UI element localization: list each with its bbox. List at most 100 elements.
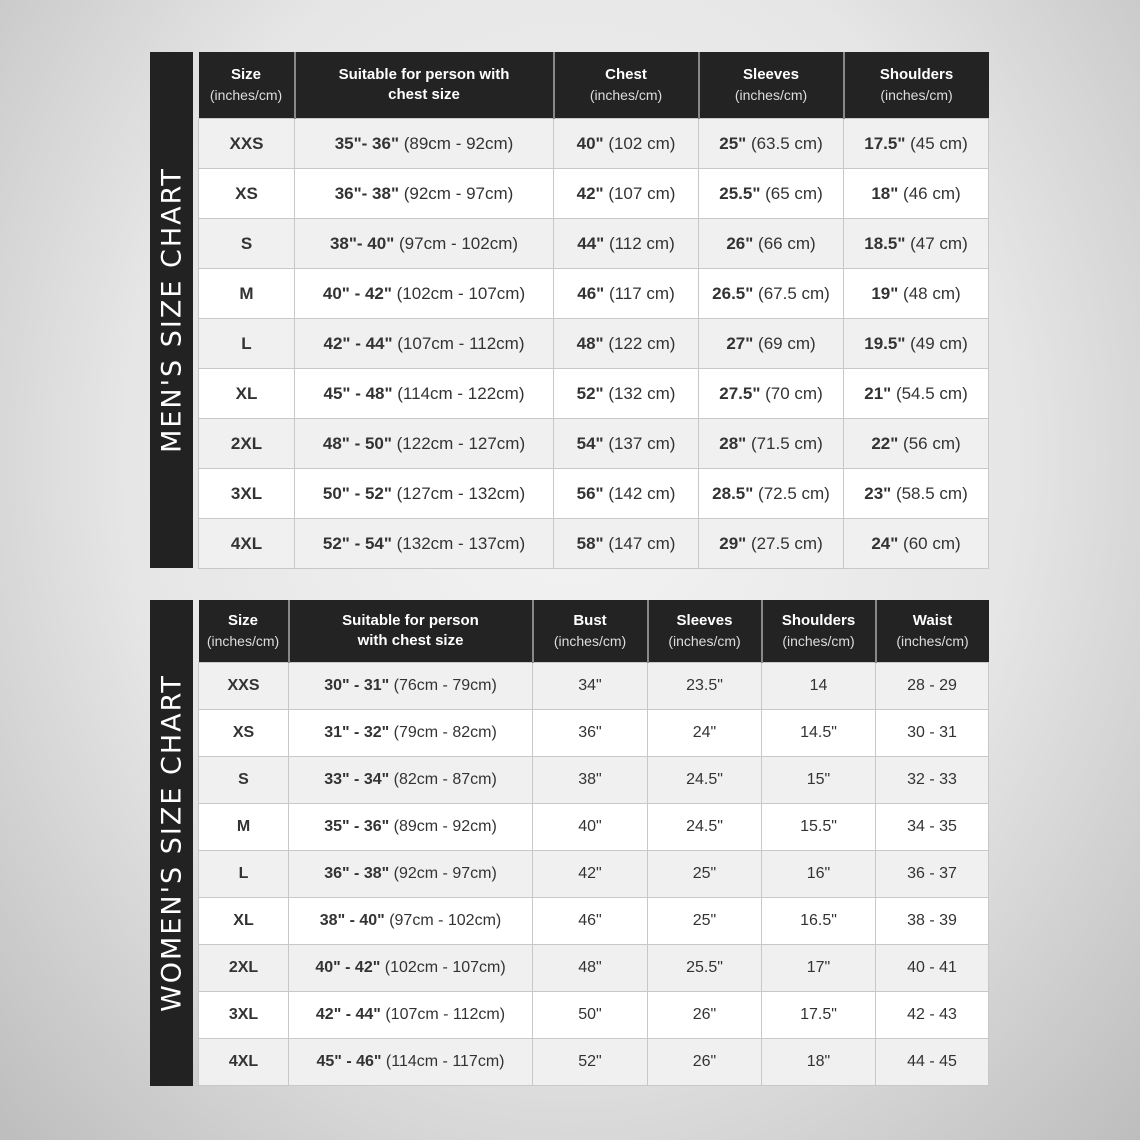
column-header-unit: (inches/cm)	[668, 633, 741, 649]
column-header-label: Sleeves	[676, 612, 733, 629]
cell-value: (102cm - 107cm)	[391, 283, 526, 303]
table-cell: 40"	[532, 803, 648, 851]
cell-value: (48 cm)	[898, 283, 961, 303]
cell-value: 25"	[692, 865, 717, 882]
table-cell: 21" (54.5 cm)	[843, 368, 989, 419]
cell-value: (79cm - 82cm)	[389, 724, 497, 741]
column-header-unit: (inches/cm)	[553, 633, 627, 649]
cell-bold-value: 2XL	[230, 433, 263, 453]
cell-bold-value: 3XL	[230, 483, 263, 503]
cell-bold-value: 27.5"	[719, 383, 761, 403]
table-cell: 26" (66 cm)	[698, 218, 844, 269]
cell-bold-value: 40" - 42"	[322, 283, 392, 303]
table-cell: 44 - 45	[875, 1038, 989, 1086]
table-cell: 36" - 38" (92cm - 97cm)	[288, 850, 533, 898]
cell-value: (45 cm)	[905, 133, 968, 153]
cell-bold-value: 24"	[871, 533, 899, 553]
table-row: 3XL 50" - 52" (127cm - 132cm) 56" (142 cm)…	[198, 468, 989, 519]
cell-bold-value: 40" - 42"	[315, 959, 381, 976]
column-header-unit: (inches/cm)	[206, 633, 280, 649]
cell-value: 28 - 29	[907, 677, 957, 694]
cell-value: 52"	[578, 1053, 602, 1070]
table-cell: S	[198, 756, 289, 804]
cell-bold-value: 38"- 40"	[329, 233, 395, 253]
cell-bold-value: 38" - 40"	[319, 912, 385, 929]
cell-value: 30 - 31	[907, 724, 957, 741]
cell-value: (54.5 cm)	[891, 383, 968, 403]
column-header-label: Chest	[605, 66, 647, 83]
table-cell: 44" (112 cm)	[553, 218, 699, 269]
column-header: Suitable for person with chest size	[294, 52, 555, 119]
table-cell: 45" - 48" (114cm - 122cm)	[294, 368, 554, 419]
column-header: Sleeves (inches/cm)	[698, 52, 845, 119]
table-row: S 38"- 40" (97cm - 102cm) 44" (112 cm) 26" …	[198, 218, 989, 269]
cell-value: 18"	[806, 1053, 831, 1070]
table-cell: 26"	[647, 991, 762, 1039]
cell-bold-value: S	[240, 233, 253, 253]
table-cell: 28 - 29	[875, 662, 989, 710]
cell-value: (114cm - 122cm)	[392, 383, 525, 403]
cell-value: (132 cm)	[603, 383, 676, 403]
cell-bold-value: 25"	[719, 133, 747, 153]
table-cell: L	[198, 850, 289, 898]
table-cell: 4XL	[198, 1038, 289, 1086]
table-cell: 14.5"	[761, 709, 876, 757]
cell-bold-value: 4XL	[228, 1053, 259, 1070]
cell-value: (66 cm)	[753, 233, 816, 253]
cell-value: 46"	[578, 912, 602, 929]
cell-value: 42"	[578, 865, 602, 882]
cell-bold-value: 4XL	[230, 533, 263, 553]
cell-value: (69 cm)	[753, 333, 816, 353]
cell-bold-value: L	[241, 333, 252, 353]
table-row: XS 36"- 38" (92cm - 97cm) 42" (107 cm) 25.5…	[198, 168, 989, 219]
cell-value: 38 - 39	[907, 912, 957, 929]
column-header-label: Size	[227, 612, 258, 629]
table-cell: 17.5" (45 cm)	[843, 118, 989, 169]
cell-bold-value: 52" - 54"	[322, 533, 392, 553]
table-cell: 23.5"	[647, 662, 762, 710]
cell-bold-value: XS	[232, 724, 255, 741]
cell-value: (27.5 cm)	[746, 533, 823, 553]
cell-bold-value: 40"	[576, 133, 604, 153]
cell-value: 34"	[578, 677, 602, 694]
table-cell: 24.5"	[647, 756, 762, 804]
mens-title: MEN'S SIZE CHART	[156, 167, 187, 453]
table-cell: 4XL	[198, 518, 295, 569]
cell-bold-value: 23"	[864, 483, 892, 503]
column-header-label: Waist	[912, 612, 953, 629]
table-row: L 42" - 44" (107cm - 112cm) 48" (122 cm) 27…	[198, 318, 989, 369]
cell-value: (127cm - 132cm)	[391, 483, 526, 503]
column-header: Size (inches/cm)	[198, 52, 296, 119]
cell-value: 17"	[806, 959, 831, 976]
table-cell: 38 - 39	[875, 897, 989, 945]
cell-value: (76cm - 79cm)	[389, 677, 497, 694]
table-cell: 15.5"	[761, 803, 876, 851]
cell-bold-value: 33" - 34"	[324, 771, 390, 788]
table-cell: 46" (117 cm)	[553, 268, 699, 319]
cell-value: (56 cm)	[898, 433, 961, 453]
cell-bold-value: 54"	[576, 433, 604, 453]
table-cell: 42"	[532, 850, 648, 898]
table-cell: 18" (46 cm)	[843, 168, 989, 219]
table-cell: M	[198, 268, 295, 319]
cell-bold-value: 21"	[864, 383, 892, 403]
table-cell: 42" - 44" (107cm - 112cm)	[294, 318, 554, 369]
cell-bold-value: S	[238, 771, 249, 788]
table-cell: 42" - 44" (107cm - 112cm)	[288, 991, 533, 1039]
cell-bold-value: 3XL	[228, 1006, 259, 1023]
cell-value: 36"	[578, 724, 602, 741]
cell-value: (107 cm)	[603, 183, 676, 203]
table-cell: 25"	[647, 850, 762, 898]
table-cell: 31" - 32" (79cm - 82cm)	[288, 709, 533, 757]
cell-bold-value: 50" - 52"	[322, 483, 392, 503]
cell-bold-value: M	[236, 818, 251, 835]
cell-bold-value: XXS	[229, 133, 264, 153]
table-row: 4XL 52" - 54" (132cm - 137cm) 58" (147 cm)…	[198, 518, 989, 569]
cell-bold-value: M	[239, 283, 254, 303]
table-cell: 24" (60 cm)	[843, 518, 989, 569]
cell-value: 36 - 37	[907, 865, 957, 882]
cell-value: (82cm - 87cm)	[389, 771, 497, 788]
cell-value: (114cm - 117cm)	[381, 1053, 505, 1070]
table-cell: S	[198, 218, 295, 269]
table-cell: XS	[198, 709, 289, 757]
